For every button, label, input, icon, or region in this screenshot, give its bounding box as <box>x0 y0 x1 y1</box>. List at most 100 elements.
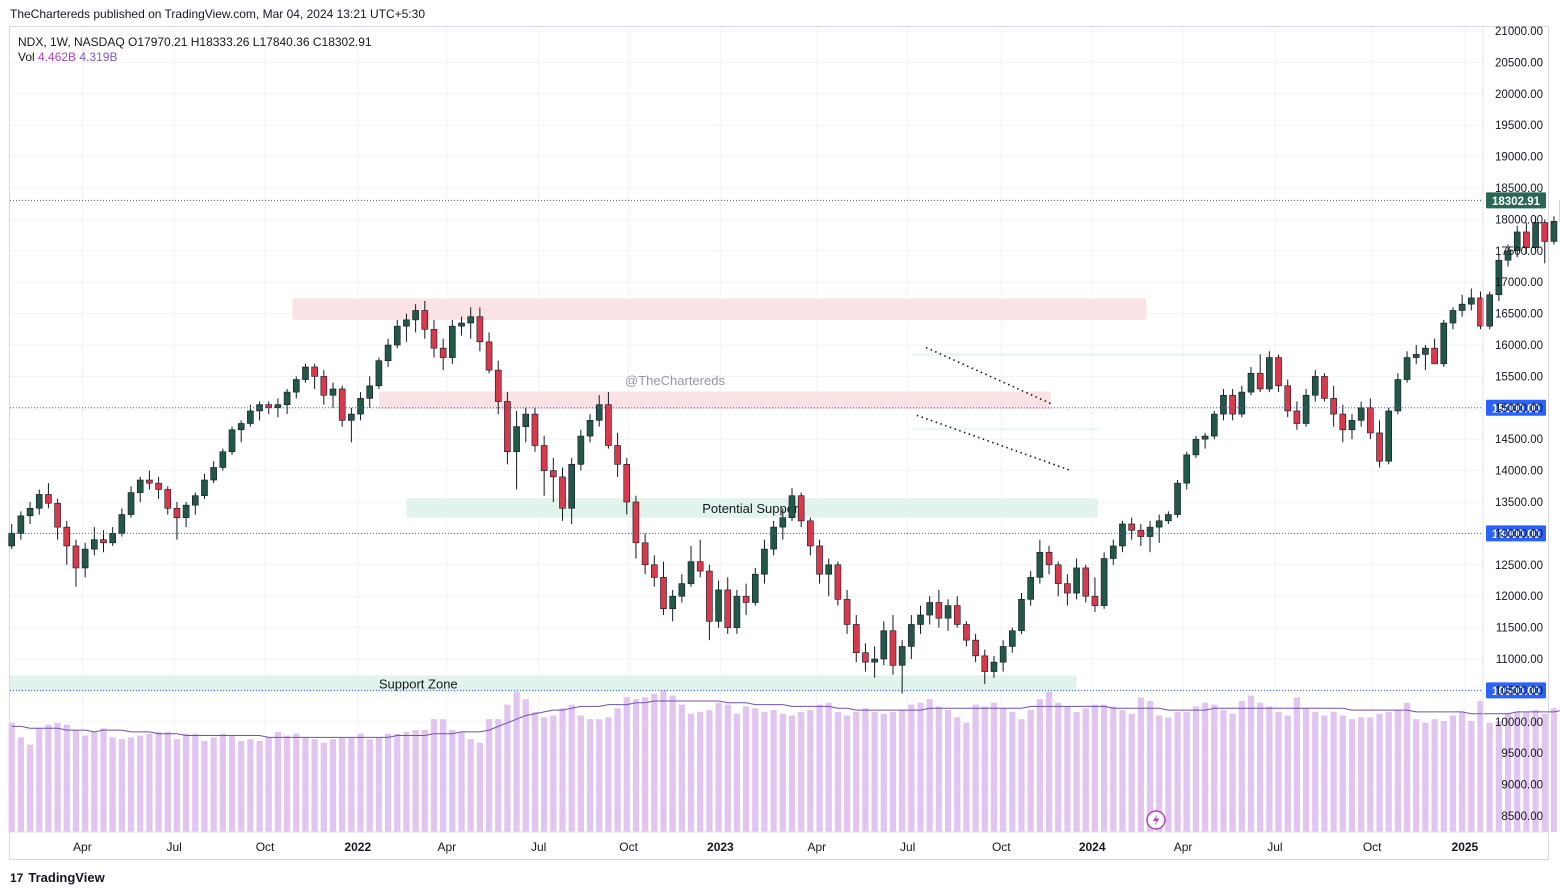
volume-bar <box>853 711 860 832</box>
candle-body <box>843 599 851 625</box>
candle-body <box>1293 410 1301 424</box>
trendlines <box>916 346 1072 472</box>
price-tick-label: 19000.00 <box>1495 152 1543 164</box>
candle-body <box>751 573 759 603</box>
candle-body <box>1376 432 1383 462</box>
volume-bar <box>1321 715 1328 832</box>
price-tick-label: 18500.00 <box>1495 183 1543 195</box>
candle-body <box>595 404 603 421</box>
volume-bar <box>100 728 107 832</box>
price-tick-label: 16500.00 <box>1495 309 1543 321</box>
volume-bar <box>1312 711 1319 832</box>
volume-bar <box>1027 710 1034 832</box>
volume-bar <box>798 711 805 832</box>
candle-body <box>1036 551 1044 578</box>
volume-bar <box>816 704 823 832</box>
candle-body <box>494 369 502 402</box>
candle-body <box>302 366 309 380</box>
bolt-button[interactable] <box>1146 810 1166 830</box>
legend-vol-value: 4.462B <box>38 50 77 64</box>
volume-bar <box>155 731 162 832</box>
volume-bar <box>1541 713 1548 832</box>
candle-body <box>953 605 961 625</box>
volume-bar <box>871 711 878 832</box>
volume-bar <box>954 717 961 832</box>
candle-body <box>201 479 208 497</box>
volume-bar <box>1275 711 1282 832</box>
candle-body <box>1137 529 1145 537</box>
candle-body <box>1458 303 1466 311</box>
volume-bar <box>926 699 933 832</box>
volume-bar <box>1523 711 1530 832</box>
volume-bar <box>146 733 153 832</box>
price-tick-label: 9500.00 <box>1501 748 1543 760</box>
candle-body <box>1550 220 1558 242</box>
volume-bar <box>366 739 373 832</box>
candle-body <box>1385 410 1392 462</box>
candle-body <box>917 614 924 625</box>
candle-body <box>1504 250 1512 261</box>
volume-bar <box>963 722 970 832</box>
volume-bar <box>495 719 502 832</box>
volume-bar <box>256 741 263 832</box>
volume-bar <box>1477 700 1484 832</box>
volume-bar <box>779 713 786 832</box>
volume-bar <box>183 733 190 832</box>
candle-body <box>311 366 318 377</box>
volume-bar <box>1055 702 1062 832</box>
candle-body <box>1440 322 1448 365</box>
volume-bar <box>247 739 254 832</box>
volume-bar <box>384 733 392 832</box>
candle-body <box>439 347 447 358</box>
price-tick-label: 15500.00 <box>1495 371 1543 383</box>
candle-body <box>1091 595 1099 606</box>
volume-bar <box>504 704 511 832</box>
volume-bar <box>862 708 869 832</box>
time-tick-label: 2025 <box>1452 840 1479 854</box>
candle-body <box>173 507 181 518</box>
volume-bar <box>724 704 731 832</box>
candle-body <box>1247 372 1255 393</box>
volume-bar <box>1174 711 1181 832</box>
zone-green <box>406 498 1098 518</box>
volume-bar <box>1211 704 1218 832</box>
price-tick-label: 16000.00 <box>1495 340 1543 352</box>
publisher-header: TheChartereds published on TradingView.c… <box>10 7 426 21</box>
candle-body <box>164 489 172 509</box>
candle-body <box>1339 413 1347 431</box>
candle-body <box>871 658 878 663</box>
candle-body <box>1486 294 1493 327</box>
volume-bar <box>1459 711 1466 832</box>
volume-bar <box>164 731 171 832</box>
zone-label: Potential Support <box>702 501 802 516</box>
legend: NDX, 1W, NASDAQ O17970.21 H18333.26 L178… <box>18 35 372 65</box>
candle-body <box>687 561 695 584</box>
volume-bar <box>1394 710 1401 832</box>
volume-bar <box>513 691 520 832</box>
volume-bar <box>743 706 750 832</box>
candle-body <box>467 316 475 324</box>
candle-body <box>852 624 860 654</box>
zones: Potential Support Support Zone <box>10 298 1268 692</box>
candle-body <box>779 517 787 528</box>
volume-bar <box>559 708 566 832</box>
volume-bar <box>1045 691 1053 832</box>
volume-bar <box>485 719 493 832</box>
volume-bar <box>623 697 630 832</box>
candle-body <box>26 507 34 517</box>
candle-body <box>1009 630 1016 647</box>
candle-body <box>1155 520 1163 528</box>
legend-vol-label: Vol <box>18 50 35 64</box>
volume-bar <box>788 715 796 832</box>
volume-bar <box>1403 702 1411 832</box>
volume-bar <box>761 711 768 832</box>
volume-bar <box>329 739 337 832</box>
footer-brand[interactable]: 17 TradingView <box>10 870 105 885</box>
candle-body <box>825 564 833 575</box>
candle-body <box>1495 259 1503 296</box>
last-price-label: 18302.91 <box>1492 196 1541 208</box>
level-label: 15000.00 <box>1492 403 1540 415</box>
candle-body <box>1110 545 1117 559</box>
volume-bar <box>1101 704 1108 832</box>
